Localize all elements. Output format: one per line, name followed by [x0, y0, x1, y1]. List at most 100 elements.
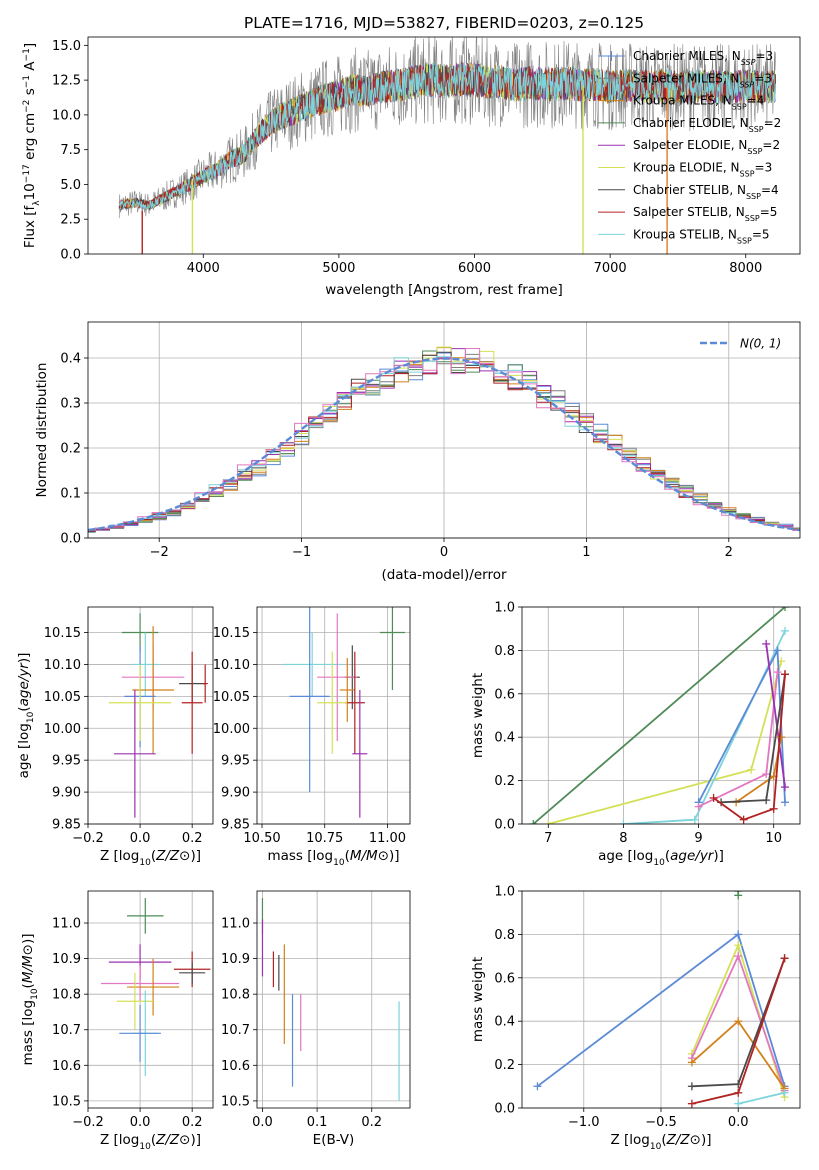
- legend-sub: SSP: [741, 58, 756, 67]
- axes-frame: [87, 36, 801, 255]
- legend-count: 3: [765, 161, 773, 175]
- error-bar-point: [132, 632, 159, 697]
- x-tick-label: 5000: [322, 261, 355, 276]
- weight-line-1: [548, 661, 783, 824]
- y-tick-label: 0.0: [494, 1102, 515, 1117]
- legend-entry: Kroupa MILES, NSSP=4: [598, 94, 764, 111]
- error-bar-point: [352, 689, 368, 818]
- y-tick-label: 0.0: [60, 532, 81, 547]
- mass_weight_vs_z-xlabel: Z [log10(Z/Z⊙)]: [610, 1132, 711, 1152]
- label-part: Z/Z⊙: [155, 848, 190, 864]
- label-part: age [: [16, 744, 32, 779]
- legend-count: 2: [774, 116, 782, 130]
- label-part: (: [661, 1132, 666, 1148]
- x-tick-label: 0.0: [130, 1115, 151, 1130]
- y-tick-label: 0.2: [494, 1058, 515, 1073]
- label-subscript: 10: [139, 858, 151, 868]
- error-bar-point: [379, 607, 405, 690]
- x-tick-label: 10: [765, 831, 782, 846]
- y-tick-label: 10.00: [213, 722, 250, 737]
- label-subscript: 10: [26, 711, 36, 723]
- label-part: E(B-V): [313, 1132, 355, 1148]
- legend-label: Kroupa STELIB, NSSP=5: [633, 227, 770, 245]
- error-bar-point: [127, 898, 164, 934]
- y-tick-label: 10.10: [213, 658, 250, 673]
- weight-line-0: [532, 607, 786, 824]
- weight-line-6: [737, 1091, 785, 1105]
- spectrum-ylabel: Flux [fλ10−17 erg cm−2 s−1 A−1]: [22, 43, 42, 248]
- error-bar-point: [119, 1004, 161, 1062]
- legend-name: Chabrier MILES: [633, 49, 724, 63]
- legend-label: Chabrier ELODIE, NSSP=2: [633, 116, 781, 133]
- y-tick-label: 11.0: [52, 917, 81, 932]
- x-tick-label: 1: [582, 545, 590, 560]
- y-tick-label: 9.85: [221, 818, 250, 833]
- y-tick-label: 0.2: [60, 442, 81, 457]
- axes-frame: [87, 890, 214, 1109]
- legend-name: Kroupa ELODIE: [633, 161, 723, 175]
- panel-mass_vs_ebv: 0.0 0.1 0.2 10.5 10.6 10.7 10.8 10.9 11.0 E(B-V): [221, 890, 411, 1148]
- error-bar-point: [282, 632, 343, 697]
- error-bar-point: [202, 664, 208, 703]
- y-tick-label: 1.0: [494, 885, 515, 900]
- label-part: (: [16, 706, 32, 711]
- error-bar-point: [116, 972, 154, 1030]
- legend-sub: SSP: [747, 147, 762, 156]
- plot-area: [101, 898, 211, 1076]
- error-bar-point: [127, 958, 180, 1016]
- label-subscript: 10: [30, 988, 40, 1000]
- legend-eq: =: [754, 71, 764, 85]
- error-bar-point: [179, 962, 206, 984]
- y-tick-label: 0.0: [60, 248, 81, 263]
- y-tick-label: 15.0: [52, 39, 81, 54]
- label-part: )]: [701, 1132, 712, 1148]
- legend-entry: Chabrier ELODIE, NSSP=2: [598, 116, 781, 133]
- ylabel-part: −1: [22, 75, 32, 88]
- age_vs_z-xlabel: Z [log10(Z/Z⊙)]: [100, 848, 201, 868]
- legend-eq: =: [761, 183, 771, 197]
- y-tick-label: 10.00: [44, 722, 81, 737]
- legend-sub: SSP: [740, 169, 755, 178]
- label-part: Z/Z⊙: [155, 1132, 190, 1148]
- label-part: )]: [389, 848, 400, 864]
- y-tick-label: 9.85: [52, 818, 81, 833]
- error-bar-point: [114, 689, 156, 818]
- label-part: log: [629, 1132, 650, 1148]
- y-tick-label: 10.8: [52, 988, 81, 1003]
- legend-eq: =: [747, 94, 757, 108]
- label-part: )]: [190, 1132, 201, 1148]
- axes-frame: [87, 321, 801, 539]
- spectrum-xlabel: wavelength [Angstrom, rest frame]: [325, 282, 563, 298]
- x-tick-label: 0.0: [130, 831, 151, 846]
- y-tick-label: 10.7: [221, 1023, 250, 1038]
- y-tick-label: 10.05: [213, 690, 250, 705]
- y-tick-label: 9.95: [221, 754, 250, 769]
- x-tick-label: −0.2: [72, 831, 104, 846]
- plot-area: [282, 607, 405, 818]
- legend-eq: =: [752, 227, 762, 241]
- y-tick-label: 0.4: [494, 731, 515, 746]
- error-bar-point: [339, 658, 355, 722]
- legend-count: 5: [770, 205, 778, 219]
- x-tick-label: 11.00: [369, 831, 406, 846]
- legend-eq: =: [760, 205, 770, 219]
- legend-entry: Kroupa STELIB, NSSP=5: [598, 227, 770, 245]
- legend-label: Salpeter STELIB, NSSP=5: [633, 205, 777, 223]
- legend-n: , N: [732, 116, 749, 130]
- axes-frame: [87, 606, 214, 825]
- legend-sub: SSP: [737, 236, 752, 245]
- y-tick-label: 0.8: [494, 644, 515, 659]
- legend-entry: Chabrier STELIB, NSSP=4: [598, 183, 779, 200]
- label-part: (: [665, 848, 670, 864]
- ylabel-part: Flux [f: [22, 204, 38, 248]
- label-part: log: [633, 848, 654, 864]
- y-tick-label: 10.5: [221, 1094, 250, 1109]
- label-part: )]: [16, 653, 32, 664]
- x-tick-label: −1.0: [568, 1115, 600, 1130]
- y-tick-label: 10.6: [52, 1059, 81, 1074]
- y-tick-label: 9.90: [221, 786, 250, 801]
- ylabel-part: λ: [32, 200, 42, 206]
- legend-label: Salpeter MILES, NSSP=3: [633, 71, 772, 89]
- normal-curve: [88, 357, 800, 532]
- y-tick-label: 0.4: [60, 352, 81, 367]
